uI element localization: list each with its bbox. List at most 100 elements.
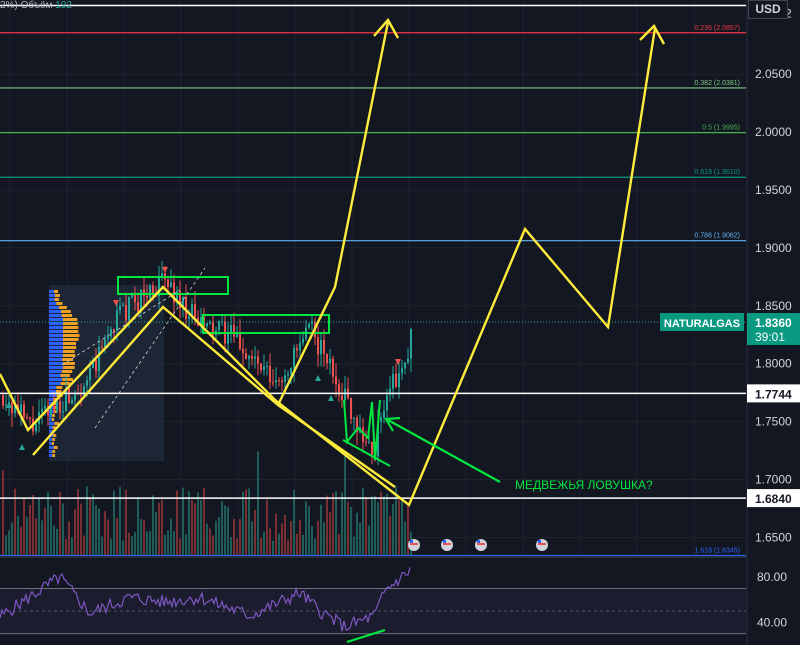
volume-bar bbox=[41, 520, 43, 556]
candle-body bbox=[188, 316, 190, 319]
candle-body bbox=[350, 398, 352, 419]
level-price-tag[interactable] bbox=[747, 384, 800, 403]
candle-body bbox=[140, 289, 142, 312]
volume-bar bbox=[188, 491, 190, 556]
candle-body bbox=[338, 384, 340, 396]
volume-bar bbox=[149, 530, 151, 556]
candle-body bbox=[110, 329, 112, 337]
volume-bar bbox=[77, 488, 79, 556]
candle-body bbox=[362, 427, 364, 442]
volume-header: 2%) Объём 192 bbox=[0, 0, 72, 11]
volume-bar bbox=[122, 540, 124, 556]
candle-body bbox=[152, 285, 154, 296]
volume-bar bbox=[353, 536, 355, 556]
candle-body bbox=[185, 297, 187, 319]
channel-line bbox=[61, 289, 181, 366]
zone-box[interactable] bbox=[117, 276, 229, 295]
volume-bar bbox=[38, 498, 40, 556]
volume-bar bbox=[332, 493, 334, 556]
signal-marker bbox=[19, 444, 25, 450]
candle-body bbox=[68, 388, 70, 404]
volume-bar bbox=[95, 505, 97, 556]
candle-body bbox=[236, 332, 238, 337]
level-price-tag[interactable] bbox=[747, 489, 800, 508]
volume-profile-bar bbox=[49, 314, 62, 317]
candle-body bbox=[341, 395, 343, 400]
volume-profile-bar bbox=[49, 382, 61, 385]
candle-body bbox=[71, 400, 73, 404]
volume-profile-bar bbox=[60, 374, 70, 377]
candle-body bbox=[299, 342, 301, 351]
price-axis[interactable]: 1.6500 1.7000 1.7500 1.8000 1.8500 1.9000 1.95… bbox=[746, 0, 800, 645]
volume-profile-bar bbox=[51, 418, 55, 421]
volume-profile-bar bbox=[49, 390, 56, 393]
volume-profile-bar bbox=[49, 454, 53, 457]
volume-bar bbox=[308, 506, 310, 556]
flag-stripe bbox=[443, 543, 451, 545]
volume-profile-bar bbox=[54, 422, 59, 425]
flag-canton bbox=[538, 540, 541, 543]
candle-body bbox=[377, 421, 379, 457]
price-levels bbox=[0, 4, 746, 499]
candle-body bbox=[194, 304, 196, 319]
projection-arrow-head bbox=[639, 24, 666, 45]
signal-marker bbox=[6, 402, 12, 408]
volume-bars bbox=[2, 451, 412, 556]
volume-bar bbox=[239, 519, 241, 556]
volume-profile-bar bbox=[49, 446, 54, 449]
volume-profile-bar bbox=[60, 310, 71, 313]
volume-bar bbox=[191, 500, 193, 556]
volume-bar bbox=[392, 504, 394, 556]
currency-selector[interactable]: USD bbox=[748, 0, 788, 19]
flag-canton bbox=[410, 540, 413, 543]
flag-stripe bbox=[477, 543, 485, 545]
candle-body bbox=[143, 289, 145, 296]
candle-body bbox=[131, 294, 133, 298]
candle-body bbox=[260, 363, 262, 371]
volume-bar bbox=[65, 539, 67, 556]
volume-bar bbox=[50, 505, 52, 556]
volume-bar bbox=[311, 526, 313, 556]
volume-profile-bar bbox=[49, 342, 63, 345]
candle-body bbox=[287, 373, 289, 376]
price-tick-label: 1.6500 bbox=[755, 530, 792, 544]
volume-profile-bar bbox=[49, 318, 63, 321]
volume-profile-bar bbox=[63, 354, 76, 357]
signal-marker bbox=[395, 359, 401, 365]
price-tick-label: 1.8000 bbox=[755, 357, 792, 371]
volume-profile-bar bbox=[49, 358, 63, 361]
candle-body bbox=[326, 353, 328, 364]
volume-bar bbox=[275, 513, 277, 556]
candle-body bbox=[209, 321, 211, 324]
volume-profile-bar bbox=[63, 362, 75, 365]
level-price-label: 1.7744 bbox=[755, 387, 792, 401]
symbol-tag[interactable] bbox=[660, 313, 744, 332]
candle-body bbox=[320, 339, 322, 355]
candle-body bbox=[410, 329, 412, 359]
volume-bar bbox=[359, 522, 361, 556]
candle-body bbox=[59, 401, 61, 413]
price-tick-label: 1.9500 bbox=[755, 183, 792, 197]
volume-bar bbox=[218, 517, 220, 556]
candle-body bbox=[191, 304, 193, 317]
candle-body bbox=[26, 416, 28, 418]
candle-body bbox=[44, 405, 46, 410]
volume-bar bbox=[137, 497, 139, 556]
volume-profile-bar bbox=[53, 446, 58, 449]
volume-profile-bar bbox=[49, 362, 63, 365]
volume-bar bbox=[329, 511, 331, 556]
flag-canton bbox=[443, 540, 446, 543]
candle-body bbox=[173, 282, 175, 303]
candle-body bbox=[329, 358, 331, 364]
zone-box[interactable] bbox=[202, 314, 330, 334]
candle-body bbox=[80, 394, 82, 396]
volume-profile-bar bbox=[49, 374, 61, 377]
volume-bar bbox=[56, 528, 58, 556]
volume-bar bbox=[5, 535, 7, 556]
candle-body bbox=[230, 325, 232, 333]
current-price-tag[interactable] bbox=[747, 313, 800, 346]
volume-profile-bar bbox=[49, 394, 57, 397]
candle-body bbox=[155, 295, 157, 297]
volume-bar bbox=[368, 525, 370, 556]
